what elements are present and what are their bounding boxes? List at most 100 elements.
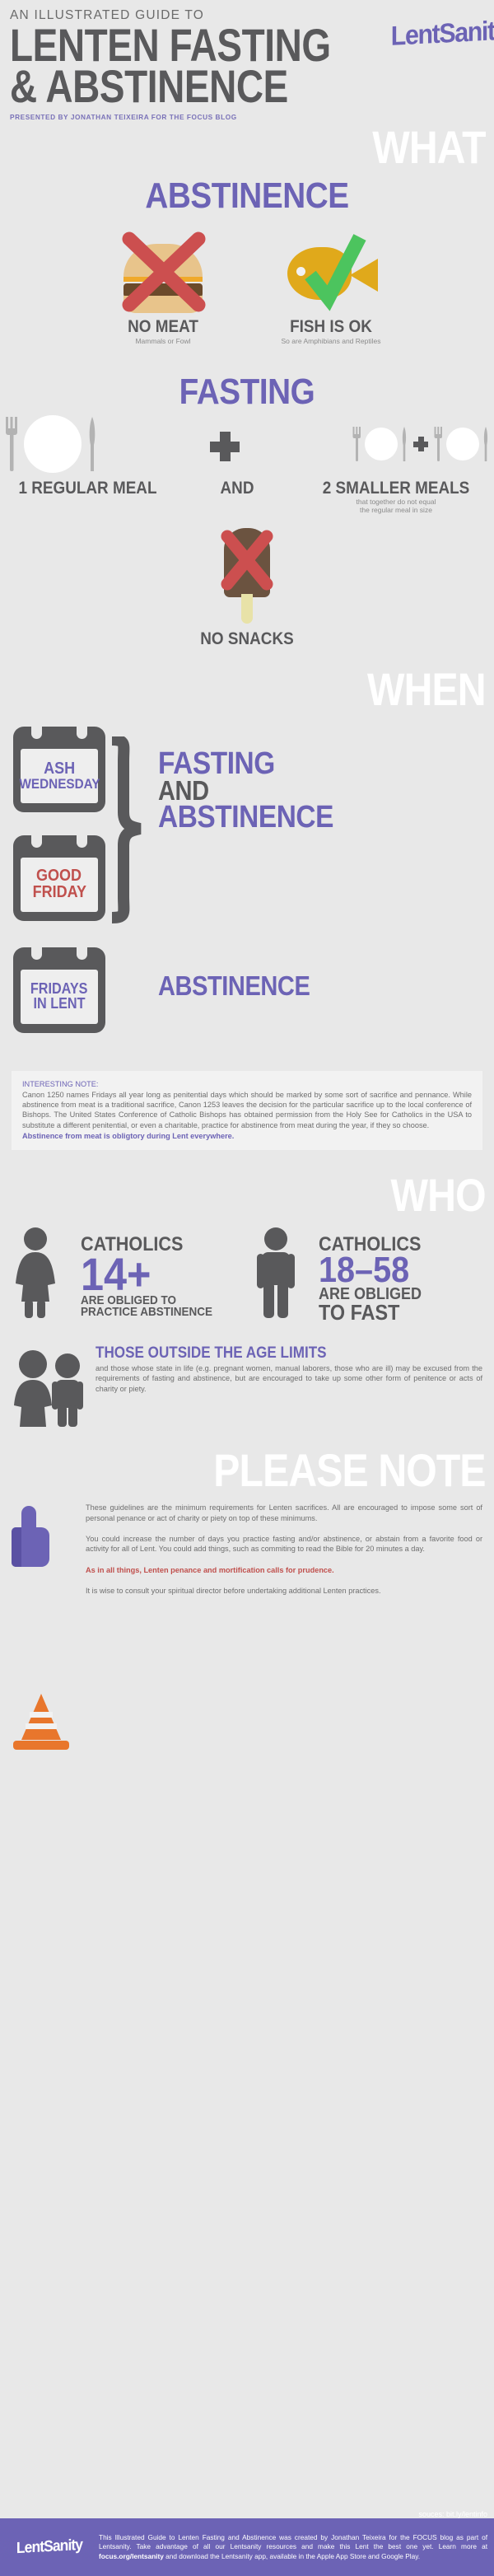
banner-who: WHO bbox=[390, 1168, 487, 1221]
exceptions-body: and those whose state in life (e.g. preg… bbox=[96, 1363, 482, 1393]
page-title-line1: LENTEN FASTING bbox=[10, 19, 331, 71]
calendar-fridays-in-lent: FRIDAYS IN LENT bbox=[13, 940, 105, 1034]
calendar-good-friday-line1: GOOD bbox=[36, 867, 82, 886]
knife-icon bbox=[89, 417, 96, 472]
fish-check-icon bbox=[269, 226, 393, 316]
note-body: Canon 1250 names Fridays all year long a… bbox=[22, 1091, 472, 1129]
when-group-1-text: FASTING AND ABSTINENCE bbox=[158, 746, 333, 835]
when-group-1-line1: FASTING bbox=[158, 746, 275, 782]
who-stats-row: CATHOLICS 14+ ARE OBLIGED TO PRACTICE AB… bbox=[0, 1226, 494, 1323]
men-stat-line1: CATHOLICS bbox=[319, 1233, 422, 1256]
calendar-ash-wednesday: ASH WEDNESDAY bbox=[13, 719, 105, 813]
page-header: AN ILLUSTRATED GUIDE TO LENTEN FASTING &… bbox=[0, 0, 494, 132]
plate-small-icon-2 bbox=[446, 428, 479, 461]
curly-brace-icon bbox=[111, 736, 142, 924]
traffic-cone-icon bbox=[12, 1690, 71, 1751]
green-check-icon bbox=[305, 234, 366, 312]
footer-text-link: focus.org/lentsanity bbox=[99, 2551, 164, 2560]
abstinence-heading: ABSTINENCE bbox=[145, 175, 349, 217]
fasting-meals-row bbox=[0, 415, 494, 474]
page-title-line2: & ABSTINENCE bbox=[10, 60, 288, 113]
women-stat-line4: PRACTICE ABSTINENCE bbox=[81, 1305, 213, 1320]
fork-small-icon-2 bbox=[434, 427, 442, 462]
calendar-fridays-line2: IN LENT bbox=[33, 995, 86, 1012]
no-snacks-label: NO SNACKS bbox=[200, 629, 294, 648]
when-group-2-line1: ABSTINENCE bbox=[158, 970, 310, 1002]
knife-small-icon-2 bbox=[483, 427, 488, 462]
smaller-meals-group bbox=[352, 427, 489, 462]
fork-icon bbox=[6, 417, 17, 472]
who-exceptions: THOSE OUTSIDE THE AGE LIMITS and those w… bbox=[0, 1343, 494, 1427]
plate-small-icon-1 bbox=[365, 428, 398, 461]
who-stat-men: CATHOLICS 18–58 ARE OBLIGED TO FAST bbox=[249, 1226, 482, 1323]
footer-bar: LentSanity This Illustrated Guide to Len… bbox=[0, 2518, 494, 2576]
fork-small-icon-1 bbox=[352, 427, 361, 462]
note-highlight: Abstinence from meat is obligtory during… bbox=[22, 1131, 235, 1140]
men-stat-line3: ARE OBLIGED bbox=[319, 1285, 422, 1304]
calendar-fridays-line1: FRIDAYS bbox=[30, 980, 88, 998]
knife-small-icon-1 bbox=[402, 427, 407, 462]
please-note-section: These guidelines are the minimum require… bbox=[0, 1503, 494, 1751]
footer-lentsanity-logo: LentSanity bbox=[16, 2536, 83, 2558]
note-title: INTERESTING NOTE: bbox=[22, 1080, 99, 1089]
thumbs-up-icon bbox=[12, 1506, 59, 1568]
interesting-note-box: INTERESTING NOTE: Canon 1250 names Frida… bbox=[12, 1071, 482, 1150]
popsicle-x-icon bbox=[216, 527, 278, 627]
lentsanity-logo-text: LentSanity bbox=[390, 14, 494, 51]
women-stat-number: 14+ bbox=[81, 1247, 151, 1300]
footer-text-part1: This Illustrated Guide to Lenten Fasting… bbox=[99, 2532, 487, 2551]
please-note-paragraph-3-red: As in all things, Lenten penance and mor… bbox=[86, 1565, 334, 1574]
women-stat-line1: CATHOLICS bbox=[81, 1233, 184, 1256]
lentsanity-logo: LentSanity bbox=[387, 14, 494, 68]
when-group-1-line3: ABSTINENCE bbox=[158, 800, 333, 835]
regular-meal-group bbox=[5, 415, 97, 474]
footer-text-part2: and download the Lentsanity app, availab… bbox=[163, 2551, 421, 2560]
smaller-meals-label: 2 SMALLER MEALS bbox=[322, 479, 470, 498]
red-x-icon bbox=[122, 231, 206, 312]
men-stat-line4: TO FAST bbox=[319, 1300, 400, 1325]
calendar-good-friday: GOOD FRIDAY bbox=[13, 828, 105, 922]
abstinence-items: NO MEAT Mammals or Fowl FISH IS OK So ar… bbox=[0, 226, 494, 346]
please-note-icons bbox=[12, 1503, 76, 1751]
fish-ok-sublabel: So are Amphibians and Reptiles bbox=[281, 337, 381, 346]
sources-text: souces: bit.ly/lentinfo bbox=[418, 2510, 487, 2518]
smaller-meals-sublabel-1: that together do not equal bbox=[356, 498, 436, 507]
exceptions-heading: THOSE OUTSIDE THE AGE LIMITS bbox=[96, 1344, 327, 1362]
abstinence-item-no-meat: NO MEAT Mammals or Fowl bbox=[101, 226, 225, 346]
please-note-paragraph-4: It is wise to consult your spiritual dir… bbox=[86, 1587, 381, 1596]
banner-what: WHAT bbox=[372, 121, 486, 173]
kicker-text: AN ILLUSTRATED GUIDE TO bbox=[10, 8, 205, 22]
abstinence-section: ABSTINENCE NO MEAT Mammals or Fowl bbox=[0, 178, 494, 346]
fasting-heading: FASTING bbox=[179, 372, 315, 413]
no-meat-sublabel: Mammals or Fowl bbox=[135, 337, 191, 346]
presented-by-text: PRESENTED BY JONATHAN TEIXEIRA FOR THE F… bbox=[10, 112, 237, 121]
burger-x-icon bbox=[101, 226, 225, 316]
calendar-good-friday-line2: FRIDAY bbox=[32, 883, 86, 902]
calendar-ash-wednesday-line2: WEDNESDAY bbox=[18, 775, 100, 792]
who-stat-women: CATHOLICS 14+ ARE OBLIGED TO PRACTICE AB… bbox=[12, 1226, 245, 1323]
banner-when: WHEN bbox=[366, 662, 487, 715]
men-stat-number: 18–58 bbox=[319, 1249, 410, 1290]
fasting-section: FASTING bbox=[0, 374, 494, 648]
regular-meal-label: 1 REGULAR MEAL bbox=[18, 479, 157, 498]
please-note-paragraph-2: You could increase the number of days yo… bbox=[86, 1534, 482, 1554]
please-note-paragraph-1: These guidelines are the minimum require… bbox=[86, 1503, 482, 1522]
plate-large-icon bbox=[24, 415, 82, 474]
red-x-icon-snacks bbox=[221, 530, 273, 591]
and-label: AND bbox=[220, 479, 254, 498]
family-icon bbox=[14, 1349, 83, 1427]
no-meat-label: NO MEAT bbox=[128, 317, 198, 337]
calendar-ash-wednesday-line1: ASH bbox=[43, 759, 75, 778]
footer-description: This Illustrated Guide to Lenten Fasting… bbox=[99, 2533, 487, 2562]
smaller-meals-sublabel-2: the regular meal in size bbox=[360, 505, 432, 514]
plus-small-icon bbox=[413, 437, 428, 452]
abstinence-item-fish-ok: FISH IS OK So are Amphibians and Reptile… bbox=[269, 226, 393, 346]
fish-ok-label: FISH IS OK bbox=[290, 317, 372, 337]
woman-icon bbox=[16, 1227, 55, 1319]
banner-please-note: PLEASE NOTE bbox=[213, 1443, 486, 1496]
when-group-1-line2: AND bbox=[158, 775, 209, 806]
man-icon bbox=[257, 1227, 295, 1319]
page-footer: souces: bit.ly/lentinfo LentSanity This … bbox=[0, 2510, 494, 2576]
plus-large-icon bbox=[210, 432, 240, 462]
fasting-labels-row: 1 REGULAR MEAL AND 2 SMALLER MEALS that … bbox=[0, 479, 494, 515]
